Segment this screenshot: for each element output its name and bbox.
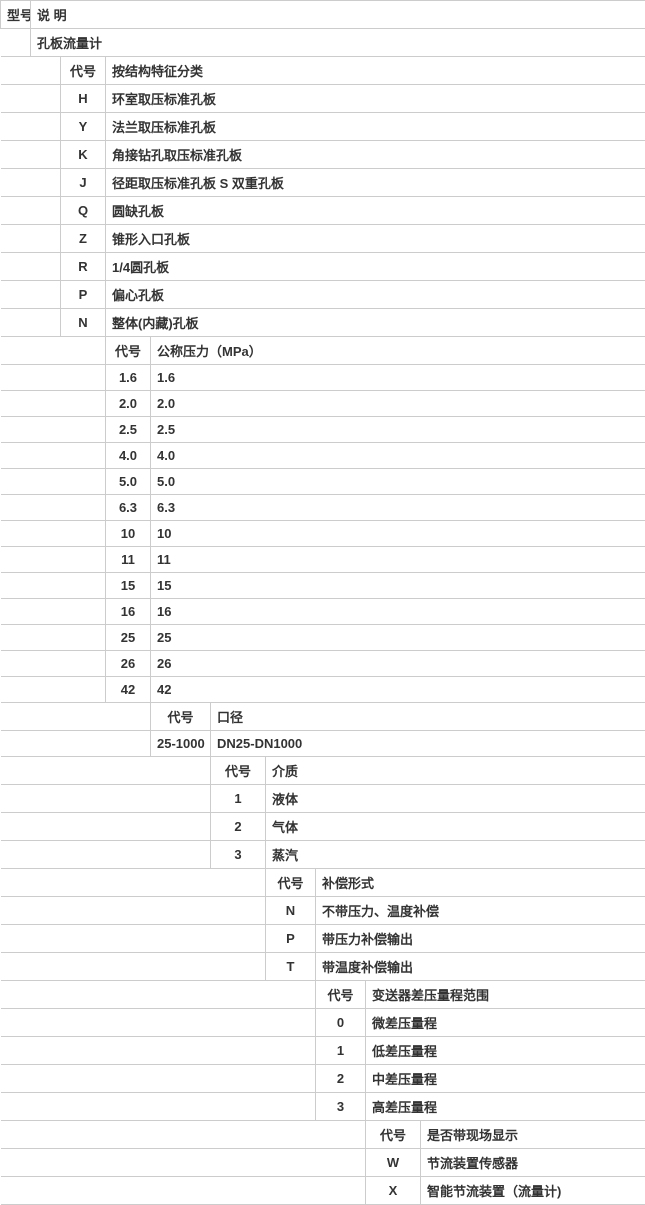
compensation-desc-header: 补偿形式 [316,869,645,897]
structure-desc: 1/4圆孔板 [106,253,645,281]
compensation-code-header: 代号 [266,869,316,897]
pressure-desc: 11 [151,547,645,573]
medium-code: 3 [211,841,266,869]
pressure-code: 26 [106,651,151,677]
pressure-code: 1.6 [106,365,151,391]
pressure-code-header: 代号 [106,337,151,365]
range-code: 3 [316,1093,366,1121]
display-code-header: 代号 [366,1121,421,1149]
display-desc-header: 是否带现场显示 [421,1121,645,1149]
medium-desc: 蒸汽 [266,841,645,869]
pressure-desc: 4.0 [151,443,645,469]
display-desc: 智能节流装置（流量计) [421,1177,645,1205]
structure-desc: 径距取压标准孔板 S 双重孔板 [106,169,645,197]
range-desc: 中差压量程 [366,1065,645,1093]
structure-code: J [61,169,106,197]
pressure-code: 11 [106,547,151,573]
structure-desc: 圆缺孔板 [106,197,645,225]
pressure-code: 4.0 [106,443,151,469]
range-desc: 高差压量程 [366,1093,645,1121]
medium-code-header: 代号 [211,757,266,785]
spec-table: 型号说 明孔板流量计代号按结构特征分类H环室取压标准孔板Y法兰取压标准孔板K角接… [0,0,645,1205]
diameter-desc-header: 口径 [211,703,645,731]
diameter-code-header: 代号 [151,703,211,731]
header-desc: 说 明 [31,1,645,29]
pressure-desc: 5.0 [151,469,645,495]
pressure-desc: 16 [151,599,645,625]
compensation-code: P [266,925,316,953]
structure-code: H [61,85,106,113]
range-code: 0 [316,1009,366,1037]
medium-desc: 液体 [266,785,645,813]
compensation-code: T [266,953,316,981]
diameter-desc: DN25-DN1000 [211,731,645,757]
structure-desc: 角接钻孔取压标准孔板 [106,141,645,169]
pressure-desc: 1.6 [151,365,645,391]
structure-code: R [61,253,106,281]
compensation-code: N [266,897,316,925]
pressure-code: 42 [106,677,151,703]
compensation-desc: 不带压力、温度补偿 [316,897,645,925]
pressure-desc: 10 [151,521,645,547]
pressure-desc: 2.5 [151,417,645,443]
range-desc: 低差压量程 [366,1037,645,1065]
pressure-code: 16 [106,599,151,625]
medium-code: 2 [211,813,266,841]
pressure-desc: 25 [151,625,645,651]
compensation-desc: 带温度补偿输出 [316,953,645,981]
medium-desc-header: 介质 [266,757,645,785]
structure-code: N [61,309,106,337]
structure-code-header: 代号 [61,57,106,85]
pressure-desc-header: 公称压力（MPa） [151,337,645,365]
display-code: X [366,1177,421,1205]
product-title: 孔板流量计 [31,29,645,57]
medium-desc: 气体 [266,813,645,841]
range-code: 2 [316,1065,366,1093]
range-desc: 微差压量程 [366,1009,645,1037]
pressure-code: 6.3 [106,495,151,521]
compensation-desc: 带压力补偿输出 [316,925,645,953]
structure-code: Y [61,113,106,141]
pressure-code: 2.0 [106,391,151,417]
structure-desc: 整体(内藏)孔板 [106,309,645,337]
structure-code: P [61,281,106,309]
pressure-desc: 6.3 [151,495,645,521]
pressure-desc: 42 [151,677,645,703]
structure-desc: 环室取压标准孔板 [106,85,645,113]
header-model: 型号 [1,1,31,29]
diameter-code: 25-1000 [151,731,211,757]
pressure-desc: 15 [151,573,645,599]
range-desc-header: 变送器差压量程范围 [366,981,645,1009]
pressure-code: 5.0 [106,469,151,495]
medium-code: 1 [211,785,266,813]
structure-code: Z [61,225,106,253]
pressure-code: 15 [106,573,151,599]
pressure-desc: 2.0 [151,391,645,417]
range-code: 1 [316,1037,366,1065]
range-code-header: 代号 [316,981,366,1009]
pressure-desc: 26 [151,651,645,677]
structure-code: K [61,141,106,169]
structure-code: Q [61,197,106,225]
structure-desc: 法兰取压标准孔板 [106,113,645,141]
structure-desc: 锥形入口孔板 [106,225,645,253]
structure-desc: 偏心孔板 [106,281,645,309]
pressure-code: 10 [106,521,151,547]
pressure-code: 2.5 [106,417,151,443]
pressure-code: 25 [106,625,151,651]
structure-desc-header: 按结构特征分类 [106,57,645,85]
